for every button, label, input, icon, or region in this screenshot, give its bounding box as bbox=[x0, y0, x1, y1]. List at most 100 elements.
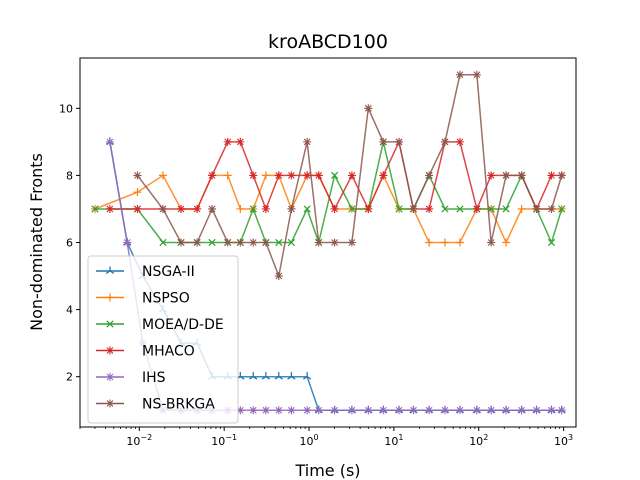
data-point bbox=[347, 238, 356, 247]
x-tick-label: 100 bbox=[299, 433, 318, 448]
data-point bbox=[330, 406, 339, 415]
data-point bbox=[472, 70, 481, 79]
data-point bbox=[261, 238, 270, 247]
data-point bbox=[395, 137, 404, 146]
y-tick-label: 10 bbox=[59, 102, 73, 115]
data-point bbox=[274, 171, 283, 180]
data-point bbox=[91, 205, 99, 213]
data-point bbox=[193, 238, 202, 247]
data-point bbox=[275, 238, 283, 247]
data-point bbox=[158, 171, 167, 180]
legend-entry-1: NSPSO bbox=[96, 291, 190, 307]
data-point bbox=[330, 171, 339, 180]
data-point bbox=[274, 372, 283, 380]
data-point bbox=[236, 238, 245, 247]
legend-entry-3: MHACO bbox=[96, 344, 195, 360]
data-point bbox=[208, 238, 216, 247]
data-point bbox=[249, 171, 258, 180]
data-point bbox=[158, 204, 167, 213]
data-point bbox=[177, 238, 186, 247]
data-point bbox=[261, 406, 270, 415]
data-point bbox=[193, 204, 202, 213]
data-point bbox=[364, 406, 373, 415]
data-point bbox=[472, 406, 481, 415]
data-point bbox=[440, 406, 449, 415]
x-tick-label: 10−1 bbox=[211, 433, 237, 448]
data-point bbox=[208, 171, 217, 180]
legend-marker bbox=[105, 266, 115, 274]
data-point bbox=[159, 238, 167, 247]
data-point bbox=[517, 171, 526, 180]
data-point bbox=[177, 204, 186, 213]
axes-frame bbox=[79, 57, 577, 428]
y-tick-label: 8 bbox=[66, 169, 73, 182]
data-point bbox=[249, 238, 258, 247]
data-point bbox=[557, 406, 566, 415]
legend-marker bbox=[106, 320, 114, 328]
data-point bbox=[455, 70, 464, 79]
data-point bbox=[379, 137, 388, 146]
legend-entry-5: NS-BRKGA bbox=[96, 397, 215, 413]
data-point bbox=[487, 238, 496, 247]
data-point bbox=[347, 171, 356, 180]
data-point bbox=[347, 406, 356, 415]
data-point bbox=[274, 406, 283, 415]
data-point bbox=[547, 204, 556, 213]
data-point bbox=[425, 406, 434, 415]
axis-ticks: 2 4 6 8 10 10−2 10−1 100 101 102 103 bbox=[59, 102, 573, 448]
y-tick-label: 6 bbox=[66, 237, 73, 250]
data-point bbox=[105, 137, 114, 146]
data-point bbox=[487, 171, 496, 180]
y-tick-label: 2 bbox=[66, 371, 73, 384]
data-point bbox=[330, 204, 339, 213]
data-point bbox=[303, 205, 311, 213]
data-point bbox=[314, 406, 323, 415]
data-point bbox=[502, 205, 510, 213]
data-point bbox=[379, 171, 388, 180]
y-tick-label: 4 bbox=[66, 304, 73, 317]
data-point bbox=[287, 238, 296, 247]
data-point bbox=[395, 205, 403, 213]
data-point bbox=[547, 238, 556, 247]
legend-label: NSGA-II bbox=[142, 264, 195, 280]
legend-label: MOEA/D-DE bbox=[142, 317, 224, 333]
data-point bbox=[208, 204, 217, 213]
data-point bbox=[472, 204, 481, 213]
data-point bbox=[223, 238, 232, 247]
data-point bbox=[395, 406, 404, 415]
data-point bbox=[441, 205, 449, 213]
data-point bbox=[287, 406, 296, 415]
data-point bbox=[348, 205, 356, 213]
data-point bbox=[455, 137, 464, 146]
data-point bbox=[547, 406, 556, 415]
legend-marker bbox=[106, 346, 114, 355]
data-point bbox=[261, 372, 271, 380]
data-point bbox=[455, 238, 464, 247]
data-point bbox=[236, 204, 245, 213]
data-point bbox=[425, 171, 434, 180]
data-point bbox=[517, 204, 526, 213]
legend-entry-4: IHS bbox=[96, 370, 166, 386]
data-point bbox=[425, 238, 434, 247]
x-tick-label: 10−2 bbox=[126, 433, 152, 448]
data-point bbox=[557, 171, 566, 180]
data-point bbox=[558, 205, 566, 213]
data-point bbox=[236, 137, 245, 146]
data-point bbox=[223, 137, 232, 146]
data-point bbox=[287, 372, 296, 380]
data-point bbox=[133, 188, 142, 197]
data-point bbox=[303, 406, 312, 415]
data-point bbox=[425, 204, 434, 213]
data-point bbox=[532, 406, 541, 415]
data-point bbox=[532, 204, 541, 213]
x-axis-label: Time (s) bbox=[294, 461, 360, 480]
data-point bbox=[455, 406, 464, 415]
x-tick-label: 103 bbox=[554, 433, 573, 448]
data-point bbox=[133, 171, 142, 180]
chart-title: kroABCD100 bbox=[268, 31, 388, 53]
legend-label: NS-BRKGA bbox=[142, 397, 215, 413]
y-axis-label: Non-dominated Fronts bbox=[27, 153, 46, 331]
data-point bbox=[330, 238, 339, 247]
data-point bbox=[456, 205, 464, 213]
